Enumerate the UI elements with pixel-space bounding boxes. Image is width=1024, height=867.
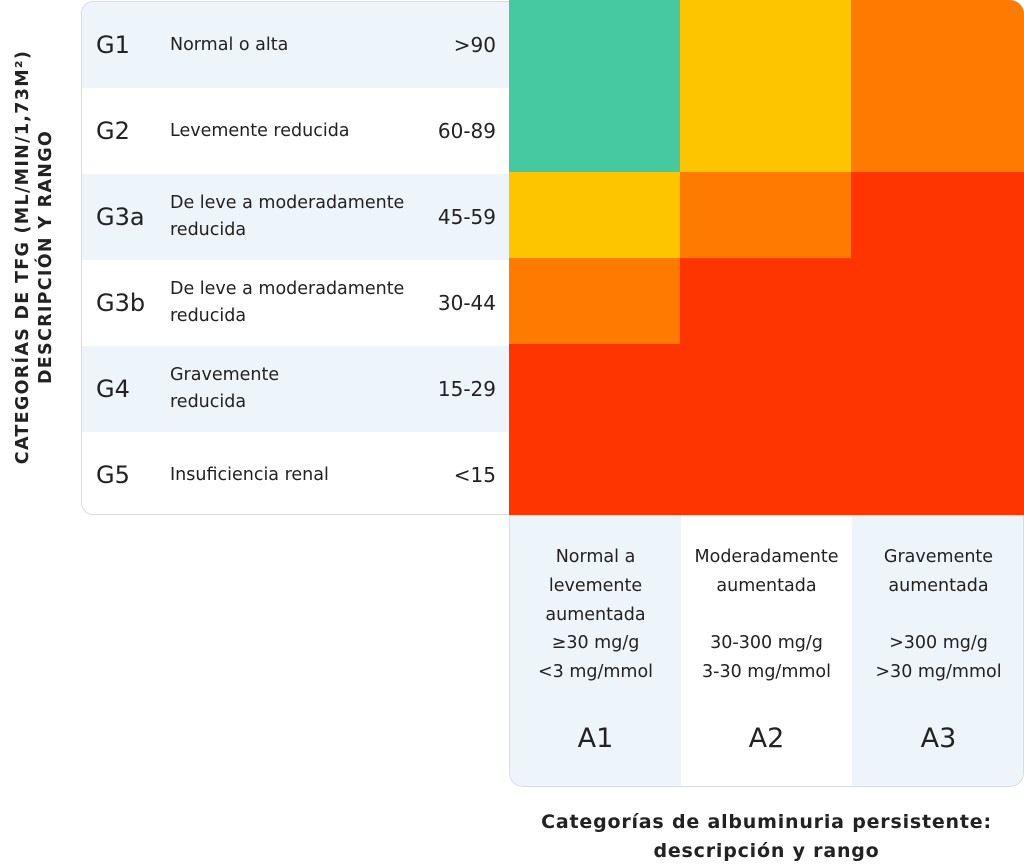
gfr-row-g3a: G3a De leve a moderadamente reducida 45-… bbox=[82, 174, 509, 260]
gfr-categories-panel: G1 Normal o alta >90 G2 Levemente reduci… bbox=[81, 1, 509, 515]
gfr-description: Insuficiencia renal bbox=[170, 464, 329, 485]
albuminuria-range-mg-mmol: <3 mg/mmol bbox=[537, 662, 654, 682]
albuminuria-code: A2 bbox=[748, 723, 785, 754]
risk-cell-g3a-a1 bbox=[509, 172, 680, 258]
risk-cell-g2-a1 bbox=[509, 86, 680, 172]
gfr-row-g2: G2 Levemente reducida 60-89 bbox=[82, 88, 509, 174]
albuminuria-description: Normal a levemente aumentada bbox=[545, 547, 646, 625]
risk-cell-g4-a1 bbox=[509, 344, 680, 430]
risk-cell-g5-a3 bbox=[851, 430, 1024, 515]
risk-cell-g3b-a3 bbox=[851, 258, 1024, 344]
gfr-code: G1 bbox=[96, 31, 130, 59]
albuminuria-range: >300 mg/g >30 mg/mmol bbox=[852, 629, 1023, 687]
gfr-range: 15-29 bbox=[437, 377, 496, 401]
albuminuria-range: ≥30 mg/g <3 mg/mmol bbox=[510, 629, 681, 687]
albuminuria-description: Moderadamente aumentada bbox=[694, 547, 839, 596]
gfr-range: 30-44 bbox=[437, 291, 496, 315]
risk-cell-g1-a1 bbox=[509, 0, 680, 86]
gfr-description: Normal o alta bbox=[170, 34, 289, 55]
gfr-range: <15 bbox=[453, 463, 496, 487]
risk-cell-g3b-a2 bbox=[680, 258, 851, 344]
gfr-code: G3a bbox=[96, 203, 145, 231]
gfr-range: 60-89 bbox=[437, 119, 496, 143]
albuminuria-categories-panel: Normal a levemente aumentada ≥30 mg/g <3… bbox=[509, 515, 1024, 787]
x-axis-title: Categorías de albuminuria persistente: d… bbox=[509, 808, 1024, 866]
risk-cell-g4-a2 bbox=[680, 344, 851, 430]
gfr-description: Levemente reducida bbox=[170, 120, 350, 141]
albuminuria-code: A1 bbox=[577, 723, 614, 754]
albuminuria-range-mg-g: 30-300 mg/g bbox=[710, 633, 823, 653]
gfr-description: De leve a moderadamente reducida bbox=[170, 193, 405, 240]
gfr-row-g1: G1 Normal o alta >90 bbox=[82, 2, 509, 88]
risk-cell-g4-a3 bbox=[851, 344, 1024, 430]
x-axis-title-line1: Categorías de albuminuria persistente: bbox=[541, 811, 992, 833]
x-axis-title-line2: descripción y rango bbox=[653, 840, 880, 862]
albuminuria-range-mg-g: >300 mg/g bbox=[889, 633, 988, 653]
gfr-code: G4 bbox=[96, 375, 130, 403]
albuminuria-range-mg-mmol: >30 mg/mmol bbox=[875, 662, 1002, 682]
albuminuria-range-mg-mmol: 3-30 mg/mmol bbox=[702, 662, 831, 682]
risk-cell-g3b-a1 bbox=[509, 258, 680, 344]
y-axis-title-line2: DESCRIPCIÓN Y RANGO bbox=[36, 129, 56, 385]
risk-cell-g1-a2 bbox=[680, 0, 851, 86]
risk-cell-g5-a2 bbox=[680, 430, 851, 515]
risk-cell-g2-a3 bbox=[851, 86, 1024, 172]
gfr-range: 45-59 bbox=[437, 205, 496, 229]
albuminuria-col-a3: Gravemente aumentada >300 mg/g >30 mg/mm… bbox=[852, 515, 1023, 786]
gfr-code: G5 bbox=[96, 461, 130, 489]
albuminuria-description: Gravemente aumentada bbox=[883, 547, 994, 596]
risk-cell-g1-a3 bbox=[851, 0, 1024, 86]
albuminuria-col-a1: Normal a levemente aumentada ≥30 mg/g <3… bbox=[510, 515, 681, 786]
risk-cell-g5-a1 bbox=[509, 430, 680, 515]
gfr-code: G3b bbox=[96, 289, 146, 317]
albuminuria-col-a2: Moderadamente aumentada 30-300 mg/g 3-30… bbox=[681, 515, 852, 786]
gfr-description: De leve a moderadamente reducida bbox=[170, 279, 405, 326]
gfr-range: >90 bbox=[453, 33, 496, 57]
albuminuria-range: 30-300 mg/g 3-30 mg/mmol bbox=[681, 629, 852, 687]
risk-cell-g3a-a3 bbox=[851, 172, 1024, 258]
risk-heatmap-grid bbox=[509, 0, 1024, 515]
gfr-row-g3b: G3b De leve a moderadamente reducida 30-… bbox=[82, 260, 509, 346]
albuminuria-range-mg-g: ≥30 mg/g bbox=[551, 633, 640, 653]
y-axis-title-line1: CATEGORÍAS DE TFG (ML/MIN/1,73M²) bbox=[13, 49, 33, 465]
risk-cell-g3a-a2 bbox=[680, 172, 851, 258]
albuminuria-code: A3 bbox=[920, 723, 957, 754]
gfr-description: Gravemente reducida bbox=[170, 365, 280, 412]
gfr-row-g5: G5 Insuficiencia renal <15 bbox=[82, 432, 509, 514]
y-axis-title: CATEGORÍAS DE TFG (ML/MIN/1,73M²) DESCRI… bbox=[0, 0, 70, 515]
gfr-row-g4: G4 Gravemente reducida 15-29 bbox=[82, 346, 509, 432]
risk-cell-g2-a2 bbox=[680, 86, 851, 172]
gfr-code: G2 bbox=[96, 117, 130, 145]
